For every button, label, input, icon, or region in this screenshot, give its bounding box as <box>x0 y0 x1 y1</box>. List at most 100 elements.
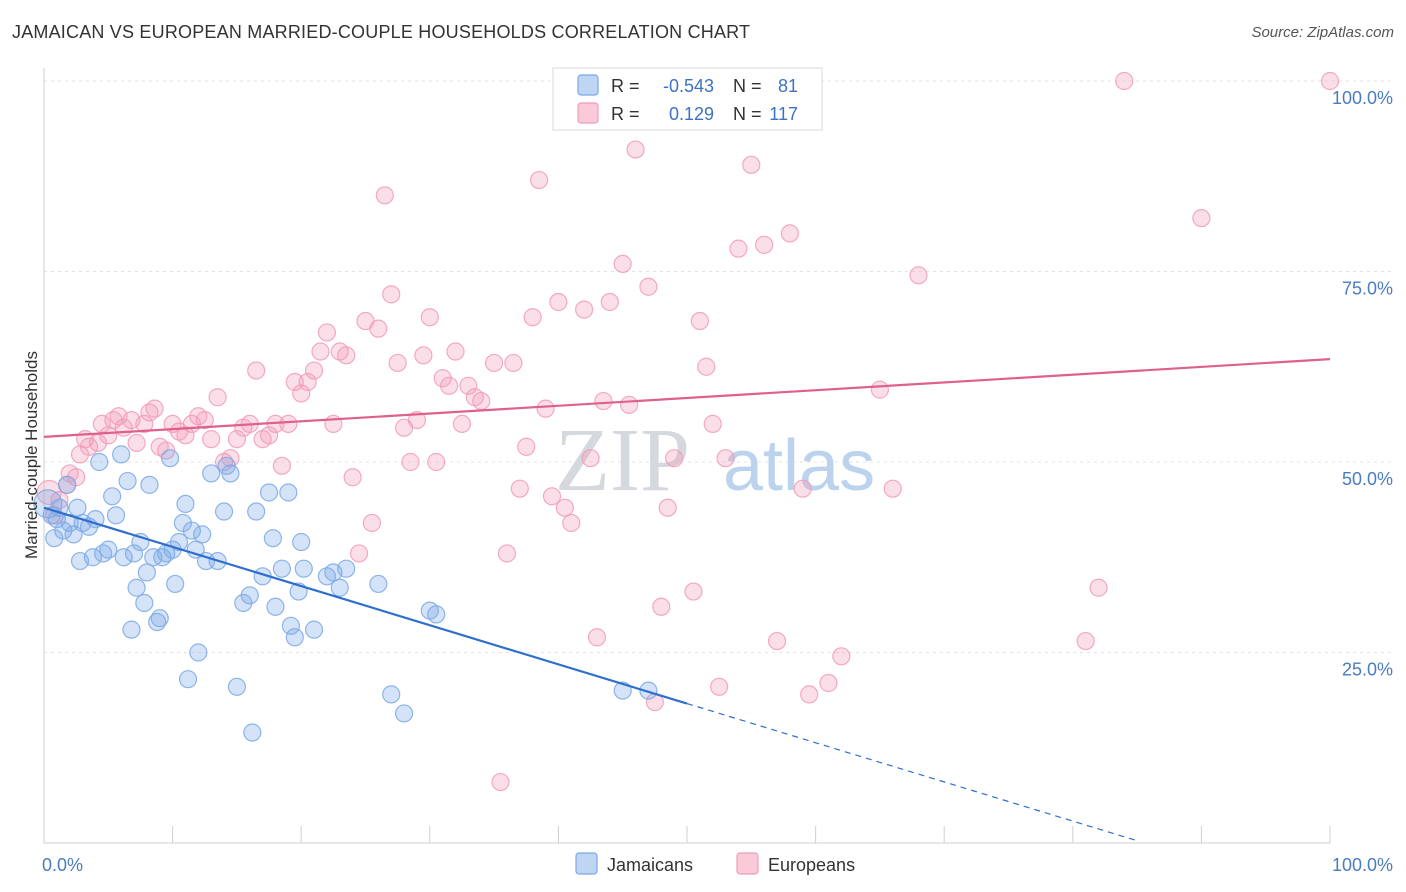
europeans-point-17 <box>135 414 154 433</box>
axes <box>43 68 1331 844</box>
stats-swatch-europeans <box>577 102 599 124</box>
europeans-point-100 <box>690 311 709 331</box>
legend-swatch-jamaicans[interactable] <box>575 852 598 875</box>
jamaicans-point-21 <box>114 548 133 567</box>
jamaicans-point-51 <box>221 464 240 483</box>
europeans-point-73 <box>497 544 517 563</box>
europeans-point-96 <box>658 498 677 517</box>
europeans-point-99 <box>684 582 703 601</box>
europeans-point-19 <box>145 399 164 418</box>
y-axis-label: Married-couple Households <box>22 351 41 559</box>
europeans-point-53 <box>362 513 382 533</box>
europeans-point-102 <box>703 414 722 433</box>
europeans-point-74 <box>504 353 523 373</box>
jamaicans-point-41 <box>178 670 198 689</box>
y-tick-labels: 25.0% 50.0% 75.0% 100.0% <box>1332 88 1393 680</box>
europeans-point-8 <box>79 437 99 456</box>
jamaicans-point-27 <box>135 593 154 613</box>
jamaicans-point-44 <box>189 643 208 662</box>
europeans-point-57 <box>388 353 407 373</box>
jamaicans-point-72 <box>337 559 356 578</box>
europeans-point-0 <box>36 479 62 506</box>
europeans-point-75 <box>510 479 529 498</box>
europeans-point-110 <box>793 479 812 498</box>
europeans-point-103 <box>710 677 729 696</box>
europeans-point-49 <box>337 346 356 365</box>
europeans-point-120 <box>1192 209 1211 228</box>
jamaicans-point-75 <box>394 704 414 723</box>
europeans-point-91 <box>620 395 639 414</box>
stats-r-value-europeans: 0.129 <box>669 104 714 124</box>
legend-label-jamaicans[interactable]: Jamaicans <box>607 855 693 875</box>
europeans-point-79 <box>536 399 555 418</box>
europeans-point-67 <box>452 414 472 433</box>
jamaicans-point-62 <box>279 483 298 502</box>
europeans-point-32 <box>227 430 246 449</box>
x-tick-label-right: 100.0% <box>1332 855 1393 875</box>
europeans-point-16 <box>127 433 146 453</box>
europeans-point-115 <box>883 479 902 498</box>
europeans-point-28 <box>202 430 221 449</box>
europeans-point-29 <box>208 388 227 407</box>
europeans-point-56 <box>382 285 401 304</box>
europeans-point-88 <box>594 391 613 411</box>
source-label: Source: ZipAtlas.com <box>1251 24 1394 41</box>
europeans-point-76 <box>517 437 536 456</box>
europeans-point-108 <box>767 631 787 651</box>
jamaicans-point-67 <box>294 559 313 578</box>
jamaicans-point-49 <box>214 502 234 521</box>
jamaicans-point-42 <box>182 521 201 540</box>
europeans-point-11 <box>99 426 118 445</box>
europeans-point-109 <box>780 224 799 243</box>
europeans-point-68 <box>459 376 478 395</box>
europeans-point-89 <box>600 292 619 312</box>
europeans-point-77 <box>523 308 542 327</box>
europeans-point-42 <box>292 384 311 403</box>
europeans-point-80 <box>542 487 562 506</box>
europeans-point-105 <box>729 239 748 258</box>
europeans-point-62 <box>420 308 439 327</box>
jamaicans-point-61 <box>272 559 292 578</box>
jamaicans-trend-extension <box>686 702 1138 842</box>
jamaicans-point-18 <box>103 487 122 506</box>
jamaicans-point-25 <box>127 578 146 597</box>
stats-n-label-jamaicans: N = <box>733 76 762 96</box>
europeans-point-43 <box>298 372 317 392</box>
europeans-point-46 <box>317 323 337 342</box>
europeans-point-107 <box>755 235 774 254</box>
europeans-point-118 <box>1089 578 1108 597</box>
watermark-atlas: atlas <box>723 426 875 506</box>
jamaicans-point-32 <box>150 609 169 628</box>
jamaicans-point-68 <box>304 620 324 639</box>
legend-label-europeans[interactable]: Europeans <box>768 855 855 875</box>
europeans-point-111 <box>800 685 819 704</box>
europeans-trend-line <box>43 358 1331 438</box>
europeans-point-37 <box>259 426 279 445</box>
europeans-point-85 <box>575 300 594 319</box>
jamaicans-point-14 <box>86 510 105 529</box>
chart-title: JAMAICAN VS EUROPEAN MARRIED-COUPLE HOUS… <box>12 22 751 42</box>
europeans-point-60 <box>407 410 427 430</box>
europeans-point-87 <box>587 628 607 647</box>
europeans-point-112 <box>819 673 838 693</box>
europeans-point-51 <box>349 544 369 563</box>
europeans-point-71 <box>485 353 504 373</box>
jamaicans-point-54 <box>240 586 259 605</box>
legend-swatch-europeans[interactable] <box>736 852 759 875</box>
europeans-point-92 <box>626 140 645 159</box>
europeans-point-41 <box>285 372 304 392</box>
europeans-point-90 <box>613 254 632 273</box>
y-tick-label-75: 75.0% <box>1342 279 1393 299</box>
jamaicans-point-40 <box>176 494 195 514</box>
jamaicans-point-45 <box>193 525 212 544</box>
europeans-point-59 <box>401 452 420 472</box>
watermark-zip: ZIP <box>555 411 690 510</box>
europeans-point-27 <box>195 410 214 430</box>
jamaicans-point-13 <box>83 548 102 567</box>
jamaicans-point-9 <box>68 498 87 517</box>
jamaicans-point-29 <box>140 475 159 494</box>
jamaicans-point-22 <box>118 471 137 491</box>
europeans-point-113 <box>832 647 851 666</box>
stats-r-value-jamaicans: -0.543 <box>663 76 714 96</box>
